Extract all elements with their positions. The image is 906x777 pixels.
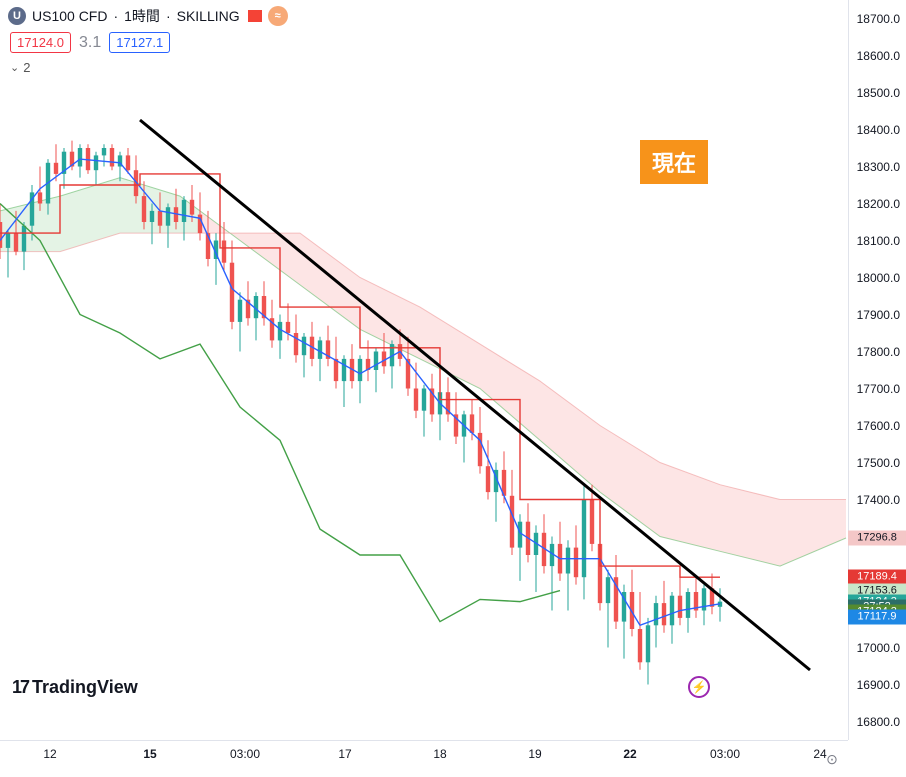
ytick: 17400.0	[857, 493, 900, 507]
xtick: 03:00	[230, 747, 260, 761]
broker-label: SKILLING	[177, 8, 240, 24]
price-tag: 17296.8	[848, 530, 906, 545]
xtick: 03:00	[710, 747, 740, 761]
ytick: 18200.0	[857, 197, 900, 211]
ytick: 18700.0	[857, 12, 900, 26]
annotation-label[interactable]: 現在	[640, 140, 708, 184]
ytick: 17700.0	[857, 382, 900, 396]
chart-pane[interactable]: U US100 CFD · 1時間 · SKILLING ≈ 17124.0 3…	[0, 0, 848, 740]
time-axis[interactable]: ⊙ 121503:001718192203:0024	[0, 740, 848, 777]
tradingview-logo-text: TradingView	[32, 677, 138, 698]
interval-label: 1時間	[124, 6, 160, 26]
price-axis[interactable]: 18700.0 18600.0 18500.0 18400.0 18300.0 18200…	[848, 0, 906, 740]
ask-box[interactable]: 17127.1	[109, 32, 170, 53]
ytick: 18400.0	[857, 123, 900, 137]
ytick: 18500.0	[857, 86, 900, 100]
bid-box[interactable]: 17124.0	[10, 32, 71, 53]
flag-icon	[248, 10, 262, 22]
symbol-badge-icon: U	[8, 7, 26, 25]
chart-svg	[0, 0, 848, 740]
ytick: 17500.0	[857, 456, 900, 470]
tradingview-logo-icon: 17	[12, 677, 28, 698]
price-tag: 17117.9	[848, 609, 906, 624]
ytick: 16900.0	[857, 678, 900, 692]
tradingview-logo[interactable]: 17 TradingView	[12, 677, 138, 698]
xtick: 22	[623, 747, 636, 761]
xtick: 12	[43, 747, 56, 761]
chevron-down-icon: ⌄	[10, 61, 19, 74]
ytick: 16800.0	[857, 715, 900, 729]
compare-icon[interactable]: ≈	[268, 6, 288, 26]
ytick: 18600.0	[857, 49, 900, 63]
xtick: 17	[338, 747, 351, 761]
ytick: 17600.0	[857, 419, 900, 433]
indicator-count: 2	[23, 60, 30, 75]
indicator-collapse[interactable]: ⌄ 2	[10, 60, 30, 75]
ytick: 18300.0	[857, 160, 900, 174]
symbol-name: US100 CFD	[32, 8, 107, 24]
ohlc-row: 17124.0 3.1 17127.1	[10, 32, 170, 53]
sep: ·	[113, 8, 118, 24]
ytick: 18000.0	[857, 271, 900, 285]
ytick: 17800.0	[857, 345, 900, 359]
xtick: 18	[433, 747, 446, 761]
xtick: 19	[528, 747, 541, 761]
symbol-header[interactable]: U US100 CFD · 1時間 · SKILLING ≈	[8, 6, 288, 26]
ytick: 17900.0	[857, 308, 900, 322]
ytick: 17000.0	[857, 641, 900, 655]
ytick: 18100.0	[857, 234, 900, 248]
spread-label: 3.1	[79, 34, 101, 52]
xtick: 24	[813, 747, 826, 761]
xtick: 15	[143, 747, 156, 761]
sep: ·	[166, 8, 171, 24]
snapshot-icon[interactable]: ⚡	[688, 676, 710, 698]
